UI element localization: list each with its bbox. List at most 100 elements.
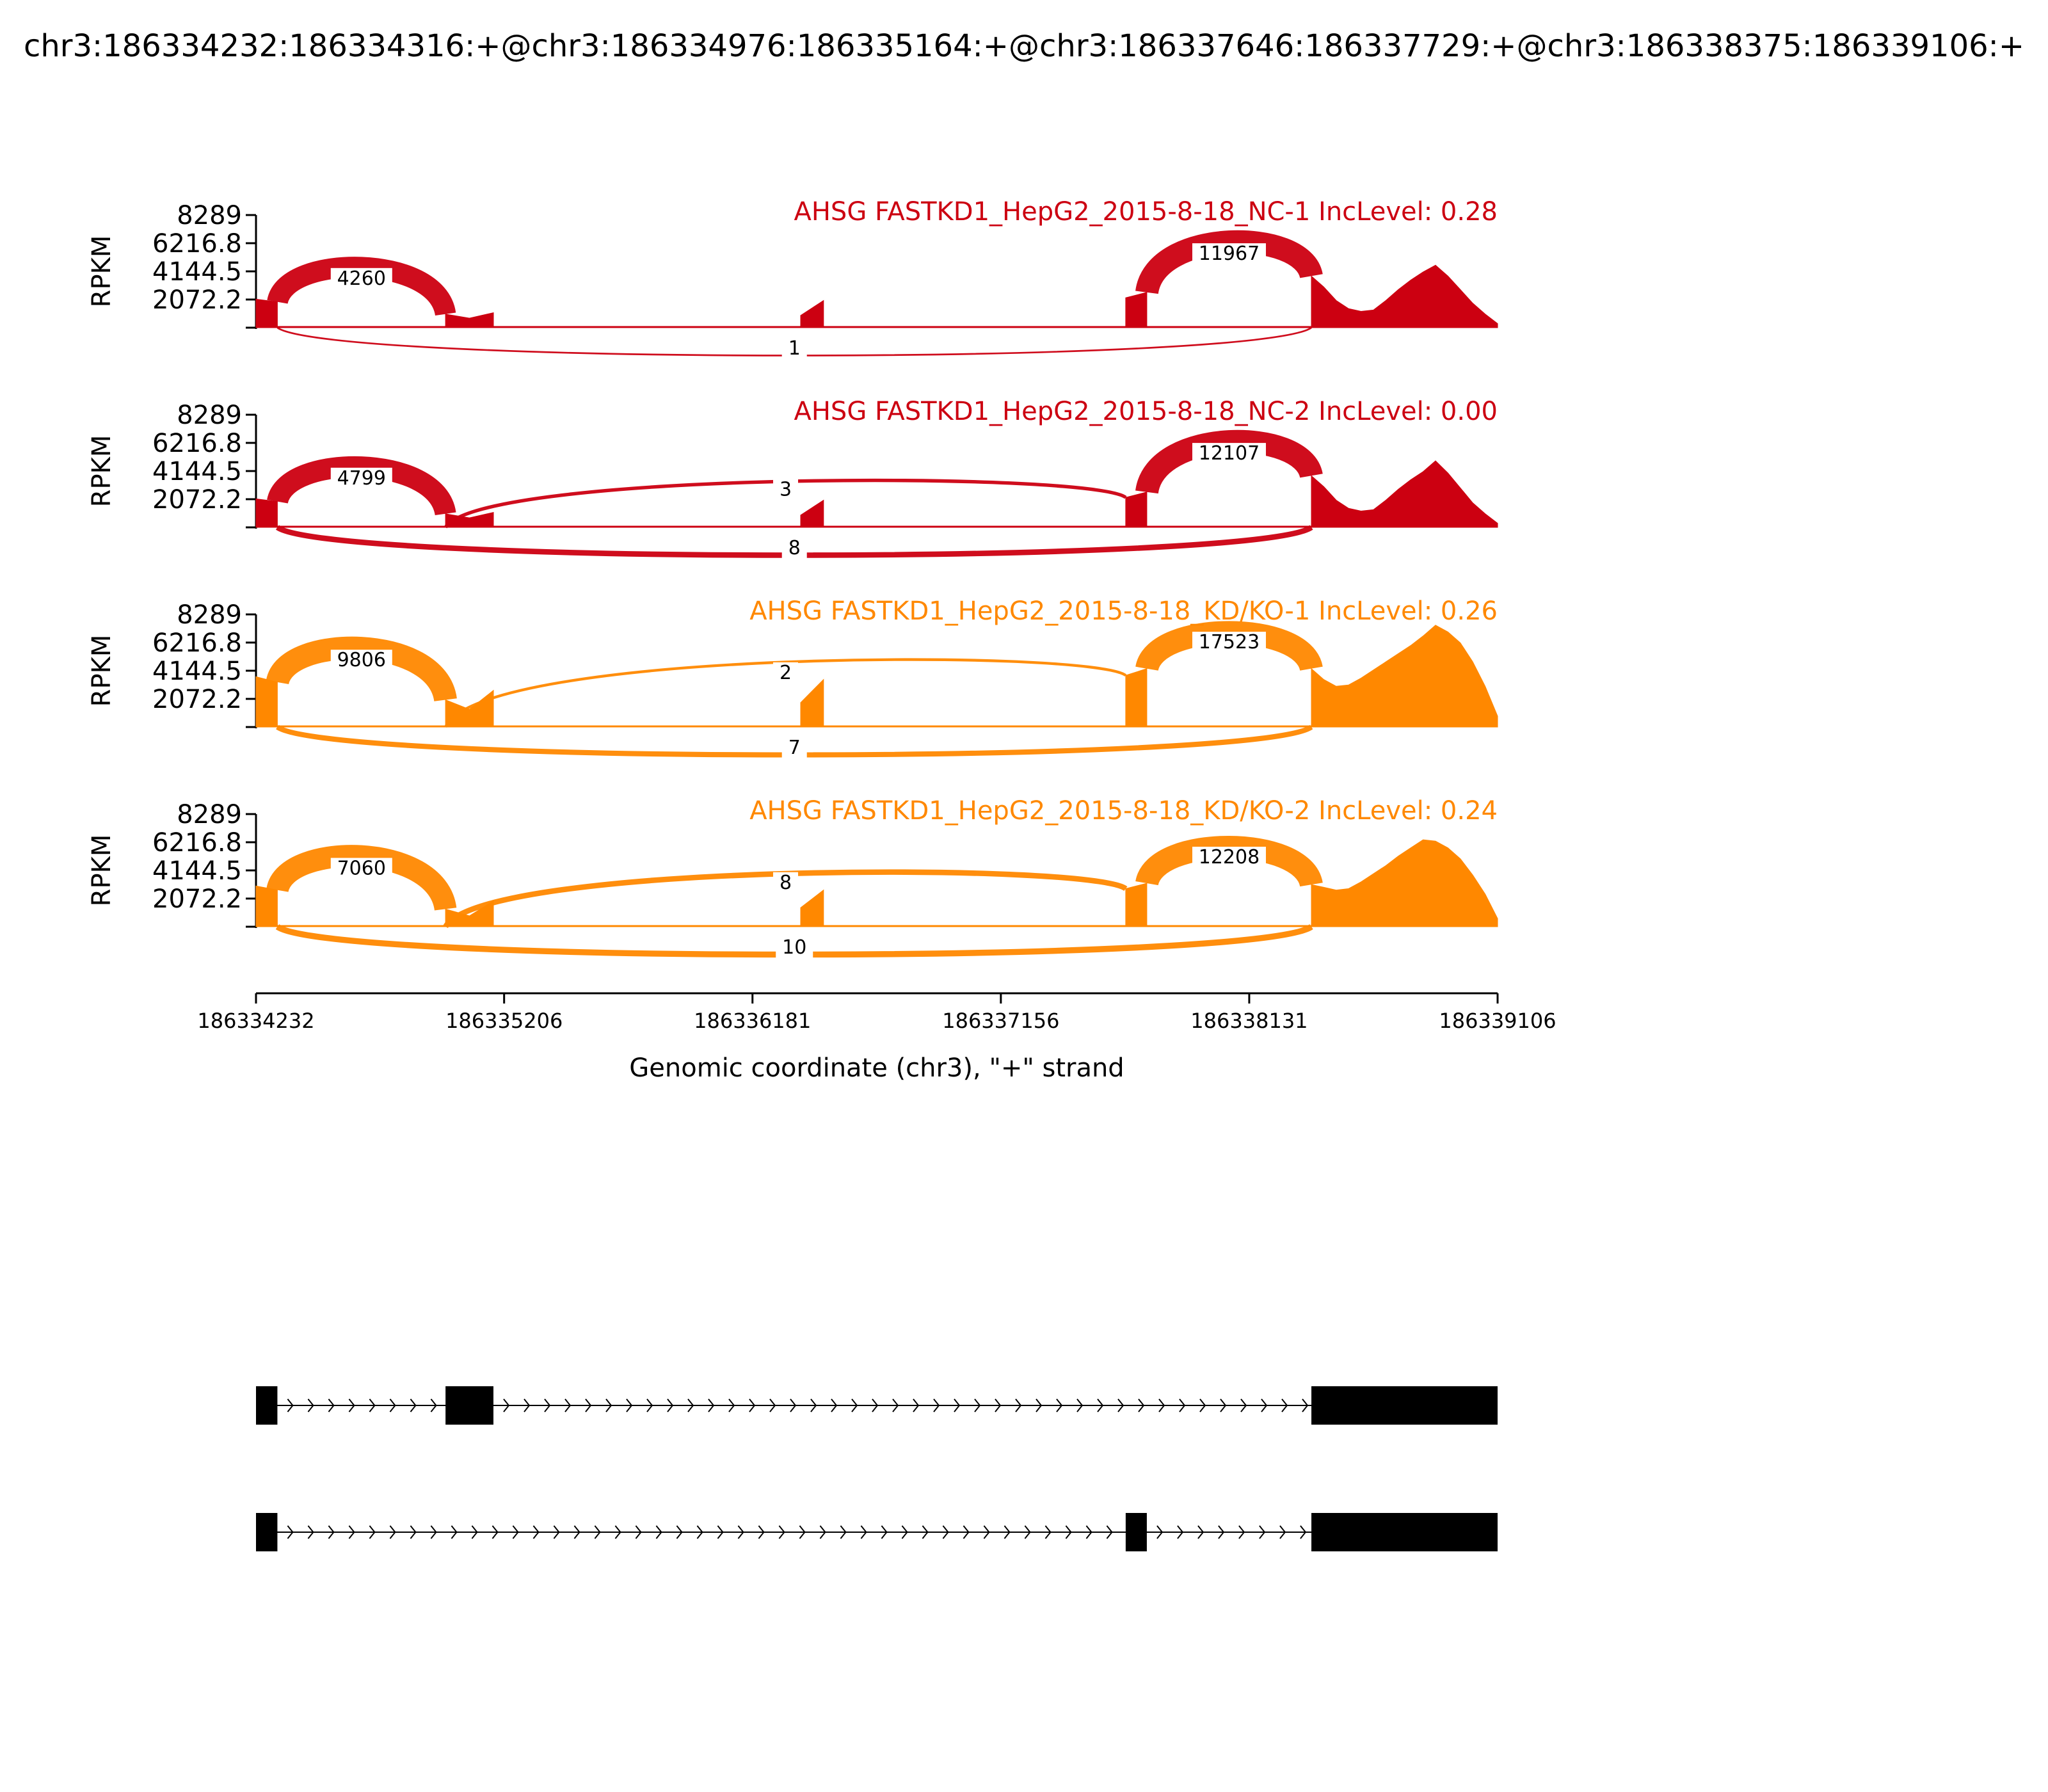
y-axis-label: RPKM (87, 835, 116, 907)
strand-chevron (1076, 1398, 1084, 1412)
junction-count: 8 (788, 537, 801, 559)
strand-chevron (369, 1525, 376, 1539)
x-tick-label: 186335206 (445, 1009, 563, 1033)
strand-chevron (942, 1525, 949, 1539)
junction-count: 10 (782, 936, 806, 959)
strand-chevron (1117, 1398, 1124, 1412)
strand-chevron (348, 1525, 355, 1539)
strand-chevron (585, 1398, 592, 1412)
strand-chevron (503, 1398, 510, 1412)
x-tick-label: 186339106 (1439, 1009, 1556, 1033)
strand-chevron (1281, 1398, 1288, 1412)
strand-chevron (687, 1398, 694, 1412)
strand-chevron (778, 1525, 785, 1539)
coverage-area (255, 885, 278, 927)
exon-block (445, 1386, 493, 1425)
strand-chevron (1199, 1398, 1206, 1412)
y-tick-label: 6216.8 (152, 628, 242, 658)
exon-block (256, 1513, 278, 1551)
y-tick-label: 8289 (177, 800, 242, 829)
x-tick-label: 186334232 (197, 1009, 314, 1033)
strand-chevron (913, 1398, 920, 1412)
strand-chevron (860, 1525, 867, 1539)
exon-block (1311, 1386, 1498, 1425)
strand-chevron (287, 1398, 294, 1412)
y-tick-label: 2072.2 (152, 485, 242, 515)
junction-arc (1135, 230, 1323, 295)
strand-chevron (840, 1525, 847, 1539)
y-tick-label: 4144.5 (152, 657, 242, 686)
sample-label: AHSG FASTKD1_HepG2_2015-8-18_NC-1 IncLev… (794, 197, 1498, 227)
strand-chevron (1238, 1525, 1245, 1539)
strand-chevron (1177, 1525, 1184, 1539)
junction-arc (266, 636, 457, 703)
strand-chevron (851, 1398, 858, 1412)
junction-count: 4799 (337, 467, 386, 490)
junction-label-bg (1192, 632, 1266, 655)
coverage-area (255, 298, 278, 328)
strand-chevron (901, 1525, 908, 1539)
strand-chevron (369, 1398, 376, 1412)
strand-chevron (1138, 1398, 1145, 1412)
strand-chevron (410, 1398, 417, 1412)
strand-chevron (799, 1525, 806, 1539)
junction-arc (267, 456, 456, 516)
strand-chevron (471, 1525, 478, 1539)
strand-chevron (1097, 1398, 1104, 1412)
y-tick-label: 2072.2 (152, 884, 242, 914)
junction-count: 17523 (1199, 631, 1260, 653)
strand-chevron (790, 1398, 797, 1412)
x-axis: 186334232 186335206 186336181 186337156 1863… (197, 992, 1556, 1033)
strand-chevron (1261, 1398, 1268, 1412)
junction-label-bg (330, 268, 392, 291)
strand-chevron (389, 1525, 396, 1539)
coverage-area (1125, 668, 1148, 728)
coverage-area (800, 889, 824, 927)
strand-chevron (492, 1525, 499, 1539)
strand-chevron (1044, 1525, 1052, 1539)
strand-chevron (410, 1525, 417, 1539)
coverage-area (445, 689, 494, 728)
junction-label-bg (773, 872, 799, 895)
strand-chevron (1300, 1525, 1307, 1539)
strand-chevron (564, 1398, 572, 1412)
strand-chevron (1085, 1525, 1092, 1539)
strand-chevron (544, 1398, 551, 1412)
junction-count: 12107 (1199, 442, 1260, 465)
strand-chevron (995, 1398, 1002, 1412)
x-tick-label: 186336181 (694, 1009, 811, 1033)
junction-arc (444, 658, 1127, 728)
coverage-area (800, 678, 824, 728)
sample-label: AHSG FASTKD1_HepG2_2015-8-18_KD/KO-1 Inc… (749, 596, 1498, 626)
strand-chevron (524, 1398, 531, 1412)
y-tick-label: 6216.8 (152, 429, 242, 458)
strand-chevron (307, 1398, 314, 1412)
coverage-area (800, 499, 824, 528)
strand-chevron (708, 1398, 715, 1412)
coverage-area (1125, 883, 1148, 927)
strand-chevron (892, 1398, 899, 1412)
junction-label-bg (1192, 443, 1266, 467)
y-axis-label: RPKM (87, 236, 116, 308)
junction-label-bg (773, 479, 799, 502)
junction-count: 7060 (337, 857, 386, 879)
exon-block (1125, 1513, 1147, 1551)
strand-chevron (963, 1525, 970, 1539)
strand-chevron (1156, 1525, 1164, 1539)
plot-title: chr3:186334232:186334316:+@chr3:18633497… (24, 28, 2024, 64)
coverage-area (1311, 264, 1498, 328)
strand-chevron (810, 1398, 817, 1412)
coverage-area (1311, 839, 1498, 927)
strand-chevron (667, 1398, 674, 1412)
strand-chevron (717, 1525, 724, 1539)
strand-chevron (954, 1398, 961, 1412)
coverage-area (255, 498, 278, 528)
transcript-model (256, 1386, 1498, 1425)
strand-chevron (328, 1398, 335, 1412)
strand-chevron (696, 1525, 703, 1539)
junction-count: 12208 (1199, 846, 1260, 868)
strand-chevron (573, 1525, 580, 1539)
strand-chevron (769, 1398, 776, 1412)
